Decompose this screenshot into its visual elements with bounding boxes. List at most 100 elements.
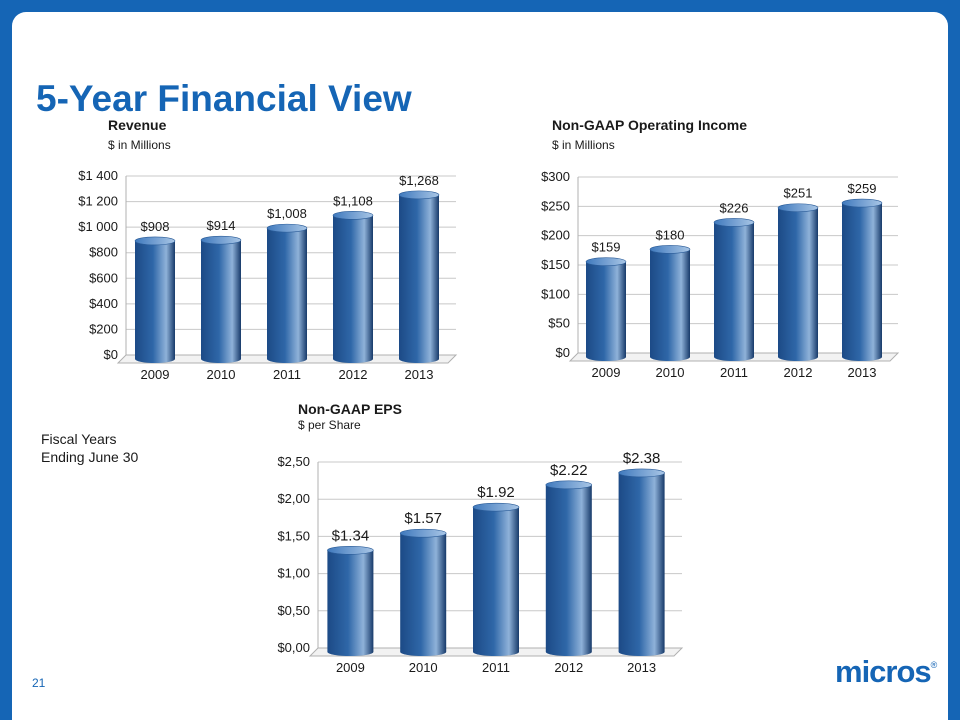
data-label: $180	[656, 227, 685, 242]
bar-top	[649, 245, 691, 254]
x-tick-label: 2011	[273, 367, 301, 380]
x-tick-label: 2012	[784, 365, 813, 380]
bar-top	[618, 468, 665, 478]
x-tick-label: 2010	[409, 660, 438, 675]
bar-top	[841, 198, 883, 208]
y-tick-label: $50	[548, 316, 570, 331]
x-tick-label: 2013	[405, 367, 434, 380]
bar-body	[327, 550, 374, 656]
bar-2012	[332, 211, 374, 363]
data-label: $2.22	[550, 462, 588, 479]
bar-top	[327, 546, 374, 555]
y-tick-label: $250	[541, 198, 570, 213]
fiscal-year-note-line2: Ending June 30	[41, 449, 139, 465]
bar-2010	[399, 528, 447, 656]
bar-top	[134, 236, 176, 246]
eps-chart: $0,00 $0,50 $1,00 $1,50 $2,00 $2,50 $1.34 2009 $…	[277, 450, 684, 675]
bar-top	[545, 480, 593, 490]
bar-2013	[398, 190, 440, 363]
x-tick-label: 2012	[339, 367, 368, 380]
y-tick-label: $400	[89, 296, 118, 311]
y-tick-label: $0,50	[277, 603, 310, 618]
y-tick-label: $1 200	[78, 194, 118, 209]
data-label: $1,008	[267, 206, 307, 221]
bar-top	[472, 502, 520, 512]
y-tick-label: $1 400	[78, 168, 118, 183]
bar-2009	[585, 257, 627, 361]
x-tick-label: 2009	[141, 367, 170, 380]
y-tick-label: $1,50	[277, 528, 310, 543]
y-tick-label: $600	[89, 270, 118, 285]
bar-2010	[649, 245, 691, 361]
bar-top	[200, 235, 242, 245]
micros-logo: micros®	[835, 654, 937, 690]
data-label: $1,268	[399, 173, 439, 188]
bar-2013	[618, 468, 665, 656]
fiscal-year-note-line1: Fiscal Years	[41, 431, 117, 447]
data-label: $914	[207, 218, 236, 233]
x-tick-label: 2011	[720, 365, 748, 380]
bar-body	[267, 228, 307, 363]
y-tick-label: $1 000	[78, 219, 118, 234]
data-label: $1.92	[477, 484, 515, 501]
bar-body	[545, 484, 592, 656]
bar-top	[398, 190, 440, 200]
bar-2009	[134, 236, 176, 363]
x-tick-label: 2010	[656, 365, 685, 380]
y-tick-label: $200	[89, 321, 118, 336]
x-tick-label: 2009	[592, 365, 621, 380]
y-tick-label: $150	[541, 257, 570, 272]
y-tick-label: $0,00	[277, 640, 310, 655]
operating-income-chart-title: Non-GAAP Operating Income	[552, 117, 747, 133]
bar-body	[842, 203, 882, 361]
bar-2012	[545, 480, 593, 656]
x-tick-label: 2011	[482, 660, 510, 675]
bar-top	[777, 203, 819, 213]
eps-chart-title: Non-GAAP EPS	[298, 401, 402, 417]
data-label: $259	[848, 181, 877, 196]
revenue-chart: $0 $200 $400 $600 $800 $1 000 $1 200 $1 400 $908…	[78, 168, 458, 380]
bar-2013	[841, 198, 883, 361]
bar-2011	[472, 502, 520, 656]
bar-body	[714, 222, 754, 361]
bar-top	[585, 257, 627, 267]
revenue-chart-subtitle: $ in Millions	[108, 138, 171, 152]
data-label: $1.34	[332, 527, 370, 544]
y-tick-label: $0	[556, 345, 570, 360]
bar-2012	[777, 203, 819, 361]
bar-body	[650, 249, 690, 361]
bar-2009	[327, 546, 374, 656]
page-number: 21	[32, 676, 46, 690]
bar-top	[332, 211, 374, 220]
data-label: $159	[592, 240, 621, 255]
bar-2011	[266, 223, 308, 363]
y-tick-label: $100	[541, 286, 570, 301]
data-label: $1,108	[333, 193, 373, 208]
data-label: $908	[141, 219, 170, 234]
y-tick-label: $2,50	[277, 454, 310, 469]
data-label: $226	[720, 200, 749, 215]
data-label: $2.38	[623, 450, 661, 467]
operating-income-chart-subtitle: $ in Millions	[552, 138, 615, 152]
logo-text: micros	[835, 654, 932, 689]
y-tick-label: $1,00	[277, 566, 310, 581]
x-tick-label: 2013	[848, 365, 877, 380]
bar-2011	[713, 218, 755, 361]
operating-income-chart: $0 $50 $100 $150 $200 $250 $300 $159 2009 $180 201…	[541, 169, 900, 380]
data-label: $251	[784, 186, 813, 201]
y-tick-label: $200	[541, 228, 570, 243]
slide: 5-Year Financial View Revenue $ in Milli…	[12, 12, 948, 720]
x-tick-label: 2013	[627, 660, 656, 675]
revenue-chart-title: Revenue	[108, 117, 167, 133]
registered-mark: ®	[930, 660, 938, 670]
bar-body	[201, 240, 241, 363]
bar-top	[266, 223, 308, 233]
bar-body	[778, 207, 818, 361]
bar-body	[586, 261, 626, 361]
x-tick-label: 2009	[336, 660, 365, 675]
y-tick-label: $300	[541, 169, 570, 184]
slide-title: 5-Year Financial View	[36, 78, 412, 119]
bar-2010	[200, 235, 242, 363]
x-tick-label: 2010	[207, 367, 236, 380]
y-tick-label: $800	[89, 245, 118, 260]
